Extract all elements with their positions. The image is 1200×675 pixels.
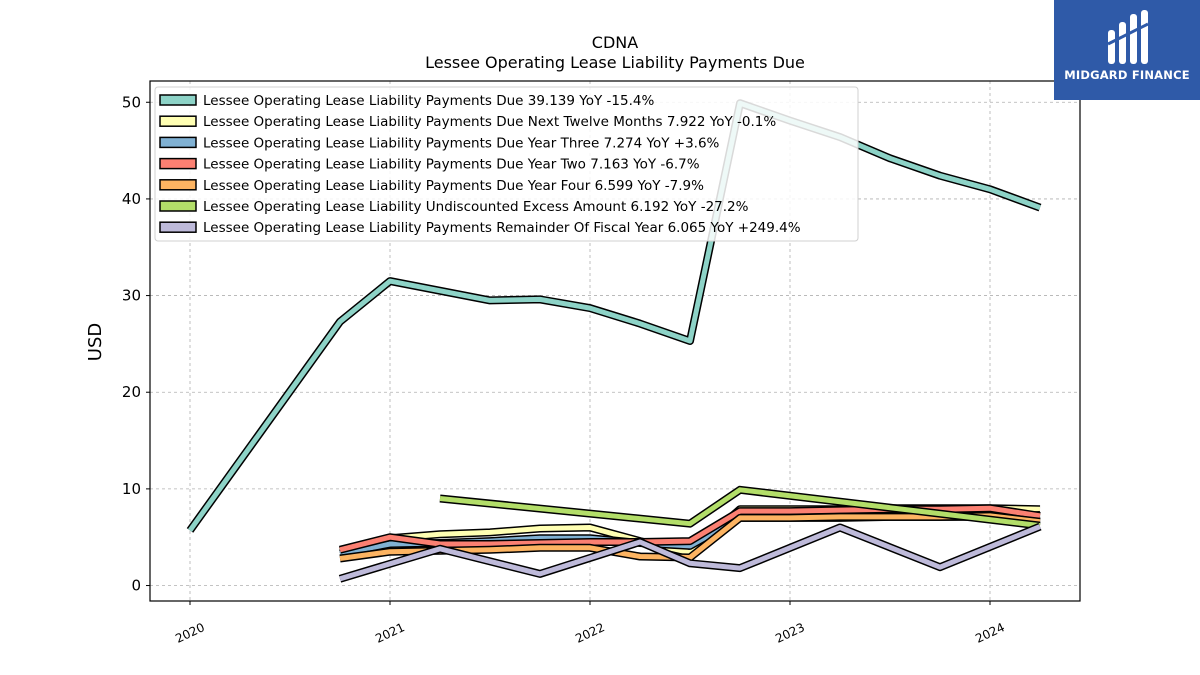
legend-swatch	[159, 115, 197, 127]
y-tick-label: 0	[131, 577, 141, 595]
plot-frame	[149, 80, 1081, 602]
legend-label: Lessee Operating Lease Liability Payment…	[203, 114, 776, 130]
x-tick-label: 2022	[573, 620, 607, 646]
series-line-6	[439, 485, 1041, 530]
y-tick-label: 30	[122, 287, 141, 305]
series-line-7	[338, 522, 1042, 583]
legend-box	[154, 86, 859, 242]
chart-subtitle: Lessee Operating Lease Liability Payment…	[425, 53, 805, 72]
series-stroke	[187, 100, 1041, 532]
x-tick-label: 2021	[373, 620, 407, 646]
legend-label: Lessee Operating Lease Liability Undisco…	[203, 199, 749, 215]
y-axis-label: USD	[85, 323, 106, 361]
y-tick-label: 40	[122, 190, 141, 208]
brand-name: MIDGARD FINANCE	[1064, 68, 1190, 82]
y-tick-label: 50	[122, 93, 141, 111]
legend: Lessee Operating Lease Liability Payment…	[154, 86, 859, 242]
y-tick-label: 10	[122, 480, 141, 498]
x-tick-label: 2023	[773, 620, 807, 646]
series-layer	[186, 99, 1042, 583]
legend-label: Lessee Operating Lease Liability Payment…	[203, 93, 654, 109]
series-stroke	[439, 487, 1041, 529]
x-tick-label: 2020	[173, 620, 207, 646]
chart-title: CDNA	[592, 33, 638, 52]
legend-label: Lessee Operating Lease Liability Payment…	[203, 178, 704, 194]
legend-swatch	[159, 179, 197, 191]
series-line-1	[186, 99, 1042, 533]
legend-swatch	[159, 94, 197, 106]
legend-label: Lessee Operating Lease Liability Payment…	[203, 135, 720, 151]
legend-swatch	[159, 136, 197, 149]
brand-logo: MIDGARD FINANCE	[1054, 0, 1200, 100]
y-tick-label: 20	[122, 383, 141, 401]
logo-mark-icon	[1107, 10, 1149, 64]
legend-swatch	[159, 200, 197, 212]
legend-label: Lessee Operating Lease Liability Payment…	[203, 157, 700, 173]
x-tick-label: 2024	[973, 620, 1007, 646]
legend-swatch	[159, 221, 197, 233]
legend-swatch	[159, 157, 197, 170]
series-stroke	[339, 524, 1041, 582]
legend-label: Lessee Operating Lease Liability Payment…	[203, 220, 801, 236]
